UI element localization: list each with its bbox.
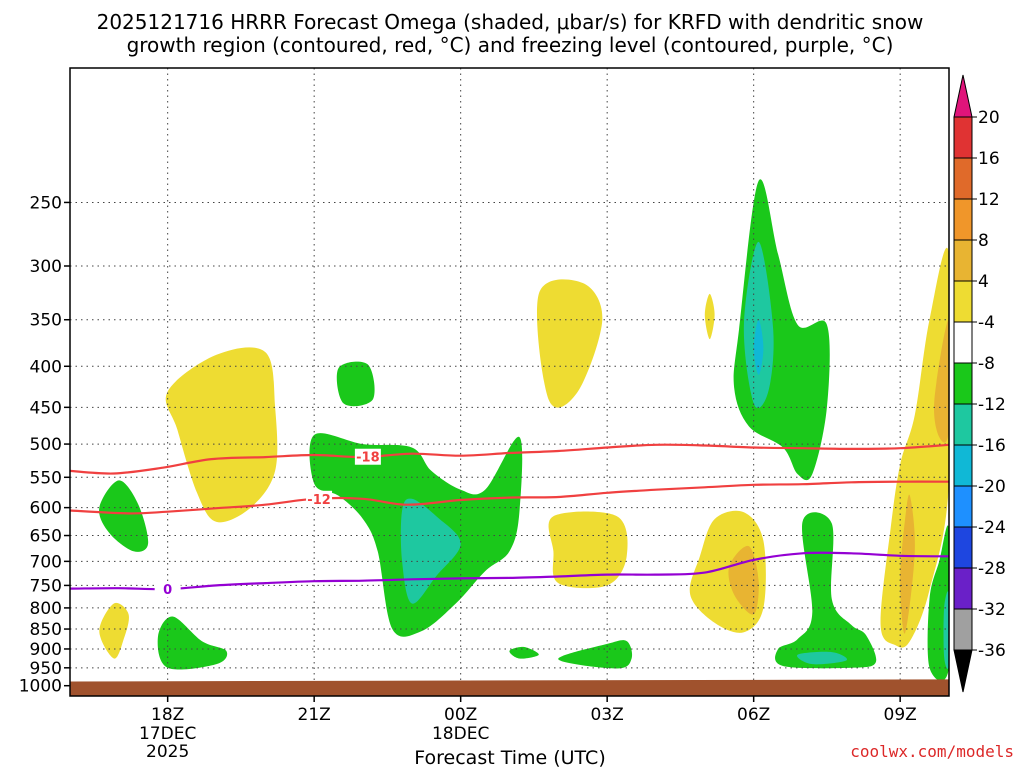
contour-line-1 <box>70 480 949 515</box>
time-tick-date-2: 18DEC <box>432 724 489 744</box>
pressure-tick-label-8: 650 <box>30 527 62 547</box>
pressure-tick-label-9: 700 <box>30 552 62 572</box>
colorbar-segment-1 <box>953 157 973 200</box>
x-axis-label: Forecast Time (UTC) <box>414 747 605 768</box>
omega-region-12 <box>753 319 764 375</box>
contour-line-2 <box>70 551 949 591</box>
omega-region-21 <box>796 651 848 665</box>
pressure-tick-label-13: 900 <box>30 640 62 660</box>
temperature-contours-group: -18 -12 0 <box>70 443 949 598</box>
colorbar-label-4: 4 <box>978 272 989 292</box>
colorbar-segment-11 <box>953 567 973 610</box>
time-tick-label-0: 18Z <box>151 705 184 725</box>
time-tick-label-1: 21Z <box>298 705 331 725</box>
colorbar-segment-0 <box>953 116 973 159</box>
omega-colorbar: 20 16 12 8 4 -4 -8 -12 -16 -20 -24 -28 -32 -36 <box>953 74 1006 693</box>
colorbar-segment-9 <box>953 485 973 528</box>
pressure-tick-label-2: 350 <box>30 311 62 331</box>
omega-region-5 <box>728 545 759 615</box>
pressure-tick-label-5: 500 <box>30 435 62 455</box>
pressure-tick-label-6: 550 <box>30 468 62 488</box>
omega-region-8 <box>900 494 915 634</box>
pressure-tick-label-0: 250 <box>30 193 62 213</box>
omega-region-9 <box>934 319 949 443</box>
contour-label-bg-1 <box>306 490 333 507</box>
plot-area: -18 -12 0 <box>70 68 949 696</box>
pressure-tick-label-12: 850 <box>30 620 62 640</box>
pressure-tick-label-1: 300 <box>30 257 62 277</box>
contour-label-bg-2 <box>154 581 181 598</box>
omega-region-19 <box>558 640 633 669</box>
pressure-tick-label-4: 450 <box>30 398 62 418</box>
colorbar-label-9: -20 <box>978 477 1006 497</box>
omega-region-17 <box>157 616 228 670</box>
colorbar-bottom-triangle <box>953 649 973 693</box>
contour-label-2: 0 <box>163 583 172 598</box>
pressure-tick-label-14: 950 <box>30 659 62 679</box>
omega-region-18 <box>509 646 539 659</box>
omega-region-6 <box>704 293 715 340</box>
colorbar-segment-8 <box>953 444 973 487</box>
omega-region-16 <box>99 480 149 552</box>
colorbar-label-0: 20 <box>978 108 1000 128</box>
colorbar-segment-6 <box>953 362 973 405</box>
colorbar-label-3: 8 <box>978 231 989 251</box>
colorbar-label-6: -8 <box>978 354 995 374</box>
contour-label-0: -18 <box>356 451 380 466</box>
pressure-tick-label-7: 600 <box>30 499 62 519</box>
pressure-tick-label-3: 400 <box>30 357 62 377</box>
contour-line-0 <box>70 443 949 475</box>
plot-frame <box>69 67 950 697</box>
time-tick-date-0: 17DEC <box>139 724 196 744</box>
colorbar-label-13: -36 <box>978 641 1006 661</box>
chart-title-line-2: growth region (contoured, red, °C) and f… <box>127 33 894 57</box>
chart-title-line-1: 2025121716 HRRR Forecast Omega (shaded, … <box>97 10 924 34</box>
pressure-axis: 2503003504004505005506006507007508008509… <box>19 193 70 697</box>
pressure-tick-label-11: 800 <box>30 599 62 619</box>
omega-region-14 <box>400 498 461 604</box>
colorbar-segment-3 <box>953 239 973 282</box>
colorbar-label-12: -32 <box>978 600 1006 620</box>
omega-region-15 <box>336 361 375 407</box>
colorbar-label-2: 12 <box>978 190 1000 210</box>
contour-label-bg-0 <box>354 448 381 465</box>
time-tick-label-5: 09Z <box>884 705 917 725</box>
time-tick-label-4: 06Z <box>737 705 770 725</box>
contour-label-1: -12 <box>307 493 331 508</box>
colorbar-label-5: -4 <box>978 313 995 333</box>
colorbar-label-8: -16 <box>978 436 1006 456</box>
colorbar-segment-5 <box>953 321 973 364</box>
dotted-grid <box>70 68 949 696</box>
omega-region-3 <box>548 511 628 589</box>
colorbar-segment-13 <box>953 608 973 651</box>
colorbar-segment-2 <box>953 198 973 241</box>
colorbar-label-1: 16 <box>978 149 1000 169</box>
colorbar-segment-7 <box>953 403 973 446</box>
omega-region-2 <box>536 279 603 408</box>
omega-region-1 <box>99 602 129 659</box>
time-tick-label-2: 00Z <box>444 705 477 725</box>
colorbar-label-10: -24 <box>978 518 1006 538</box>
colorbar-segment-10 <box>953 526 973 569</box>
time-tick-label-3: 03Z <box>591 705 624 725</box>
pressure-tick-label-15: 1000 <box>19 677 62 697</box>
pressure-tick-label-10: 750 <box>30 576 62 596</box>
ground-terrain <box>70 679 949 696</box>
credit-text: coolwx.com/models <box>850 742 1014 761</box>
time-tick-year-0: 2025 <box>146 742 189 762</box>
colorbar-label-11: -28 <box>978 559 1006 579</box>
colorbar-label-7: -12 <box>978 395 1006 415</box>
omega-region-20 <box>775 512 877 669</box>
colorbar-segment-4 <box>953 280 973 323</box>
omega-region-0 <box>165 347 278 523</box>
colorbar-top-triangle <box>953 74 973 118</box>
